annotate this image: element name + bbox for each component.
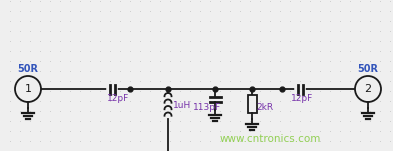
Circle shape bbox=[15, 76, 41, 102]
Text: 12pF: 12pF bbox=[291, 94, 313, 103]
Text: 2: 2 bbox=[364, 84, 371, 94]
Bar bbox=[248, 95, 257, 113]
Text: 12pF: 12pF bbox=[107, 94, 129, 103]
Text: 50R: 50R bbox=[18, 64, 39, 74]
Circle shape bbox=[355, 76, 381, 102]
Text: 113pF: 113pF bbox=[193, 103, 221, 112]
Text: 2kR: 2kR bbox=[256, 103, 273, 112]
Text: 1uH: 1uH bbox=[173, 101, 191, 110]
Text: www.cntronics.com: www.cntronics.com bbox=[219, 134, 321, 144]
Text: 50R: 50R bbox=[358, 64, 378, 74]
Text: 1: 1 bbox=[24, 84, 31, 94]
